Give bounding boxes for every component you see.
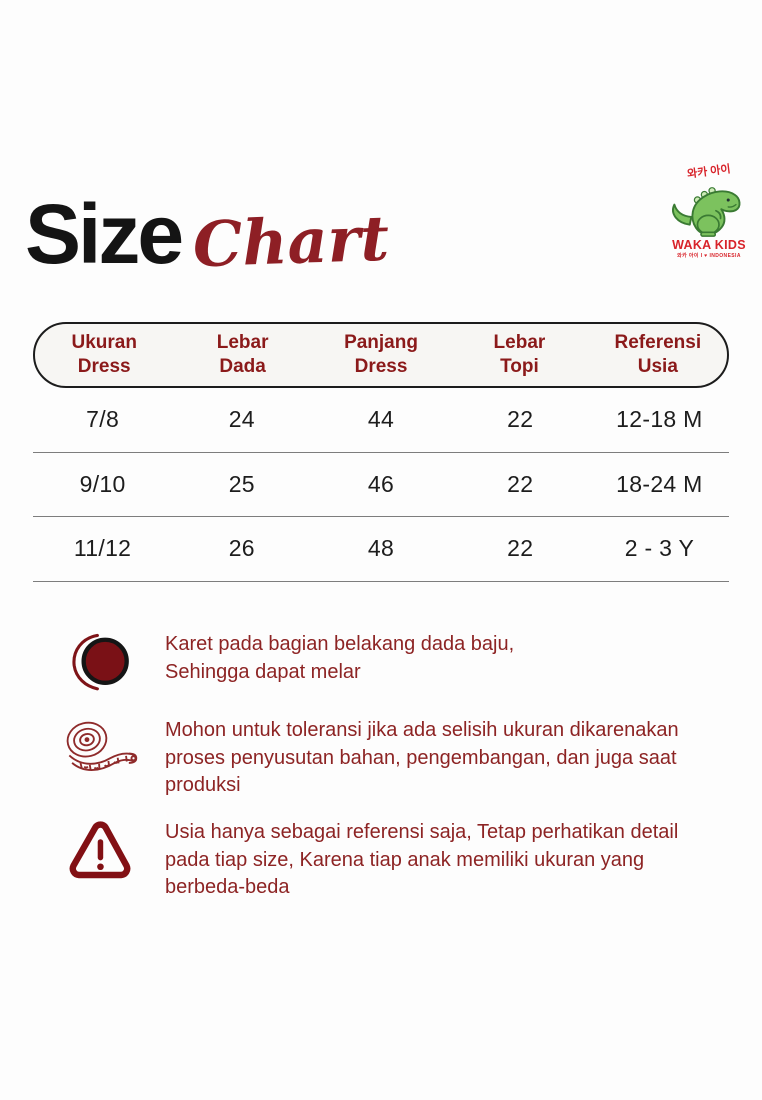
table-header-row: Ukuran Dress Lebar Dada Panjang Dress Le… xyxy=(33,322,729,388)
brand-logo: 와카 아이 WAKA KIDS 와카 아이 I ♥ INDONESIA xyxy=(658,162,760,259)
cell-dress-length: 48 xyxy=(367,535,395,562)
cell-size: 9/10 xyxy=(79,470,126,497)
logo-tagline: 와카 아이 I ♥ INDONESIA xyxy=(677,253,741,259)
column-header-panjang-dress: Panjang Dress xyxy=(344,331,418,377)
cell-size: 11/12 xyxy=(73,535,132,562)
title-word-chart: Chart xyxy=(191,201,391,282)
cell-size: 7/8 xyxy=(86,406,120,433)
note-tolerance-text: Mohon untuk toleransi jika ada selisih u… xyxy=(165,719,679,796)
cell-hat-width: 22 xyxy=(507,535,534,562)
warning-triangle-icon xyxy=(60,818,140,888)
page-title: Size Chart xyxy=(25,187,391,282)
cell-dress-length: 44 xyxy=(367,406,395,433)
column-header-referensi-usia: Referensi Usia xyxy=(614,331,702,377)
table-row: 11/12 26 48 22 2 - 3 Y xyxy=(33,517,729,582)
cell-age-reference: 12-18 M xyxy=(616,406,703,433)
column-header-lebar-dada: Lebar Dada xyxy=(216,331,269,377)
cell-hat-width: 22 xyxy=(507,406,534,433)
note-age-warning: Usia hanya sebagai referensi saja, Tetap… xyxy=(60,818,720,902)
note-elastic-text: Karet pada bagian belakang dada baju, Se… xyxy=(165,633,515,683)
measuring-tape-icon xyxy=(60,716,140,780)
cell-chest-width: 26 xyxy=(228,535,255,562)
column-header-lebar-topi: Lebar Topi xyxy=(493,331,546,377)
note-elastic: Karet pada bagian belakang dada baju, Se… xyxy=(60,630,720,696)
cell-age-reference: 18-24 M xyxy=(616,470,703,497)
note-tolerance: Mohon untuk toleransi jika ada selisih u… xyxy=(60,716,720,800)
cell-age-reference: 2 - 3 Y xyxy=(624,535,695,562)
cell-chest-width: 24 xyxy=(228,406,255,433)
cell-hat-width: 22 xyxy=(507,470,534,497)
logo-brand-name: WAKA KIDS xyxy=(672,238,746,252)
cell-dress-length: 46 xyxy=(367,470,395,497)
title-word-size: Size xyxy=(25,187,184,281)
logo-korean-text: 와카 아이 xyxy=(686,163,732,181)
elastic-stretch-icon xyxy=(60,630,140,696)
cell-chest-width: 25 xyxy=(228,470,255,497)
size-table: Ukuran Dress Lebar Dada Panjang Dress Le… xyxy=(33,322,729,582)
dinosaur-logo-icon xyxy=(672,187,741,237)
column-header-ukuran-dress: Ukuran Dress xyxy=(71,331,137,377)
table-row: 9/10 25 46 22 18-24 M xyxy=(33,453,729,517)
table-row: 7/8 24 44 22 12-18 M xyxy=(33,388,729,453)
note-age-warning-text: Usia hanya sebagai referensi saja, Tetap… xyxy=(165,821,679,898)
